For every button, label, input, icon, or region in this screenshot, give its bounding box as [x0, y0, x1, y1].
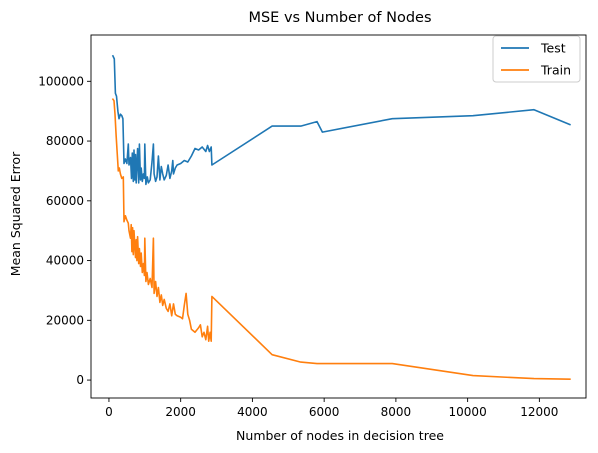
x-tick-label: 4000: [237, 405, 268, 419]
y-tick-label: 20000: [46, 313, 84, 327]
x-tick-label: 0: [105, 405, 113, 419]
x-tick-label: 12000: [520, 405, 558, 419]
chart-title: MSE vs Number of Nodes: [248, 10, 431, 26]
x-tick-label: 8000: [381, 405, 412, 419]
y-tick-label: 40000: [46, 254, 84, 268]
y-tick-label: 100000: [38, 74, 84, 88]
x-axis-label: Number of nodes in decision tree: [236, 428, 444, 443]
legend-label-train: Train: [540, 63, 571, 78]
y-tick-label: 0: [76, 373, 84, 387]
y-tick-label: 60000: [46, 194, 84, 208]
y-axis-label: Mean Squared Error: [8, 151, 23, 276]
x-tick-label: 10000: [449, 405, 487, 419]
x-tick-label: 6000: [309, 405, 340, 419]
y-tick-label: 80000: [46, 134, 84, 148]
legend: Test Train: [493, 36, 580, 82]
legend-label-test: Test: [540, 41, 566, 56]
x-tick-label: 2000: [165, 405, 196, 419]
